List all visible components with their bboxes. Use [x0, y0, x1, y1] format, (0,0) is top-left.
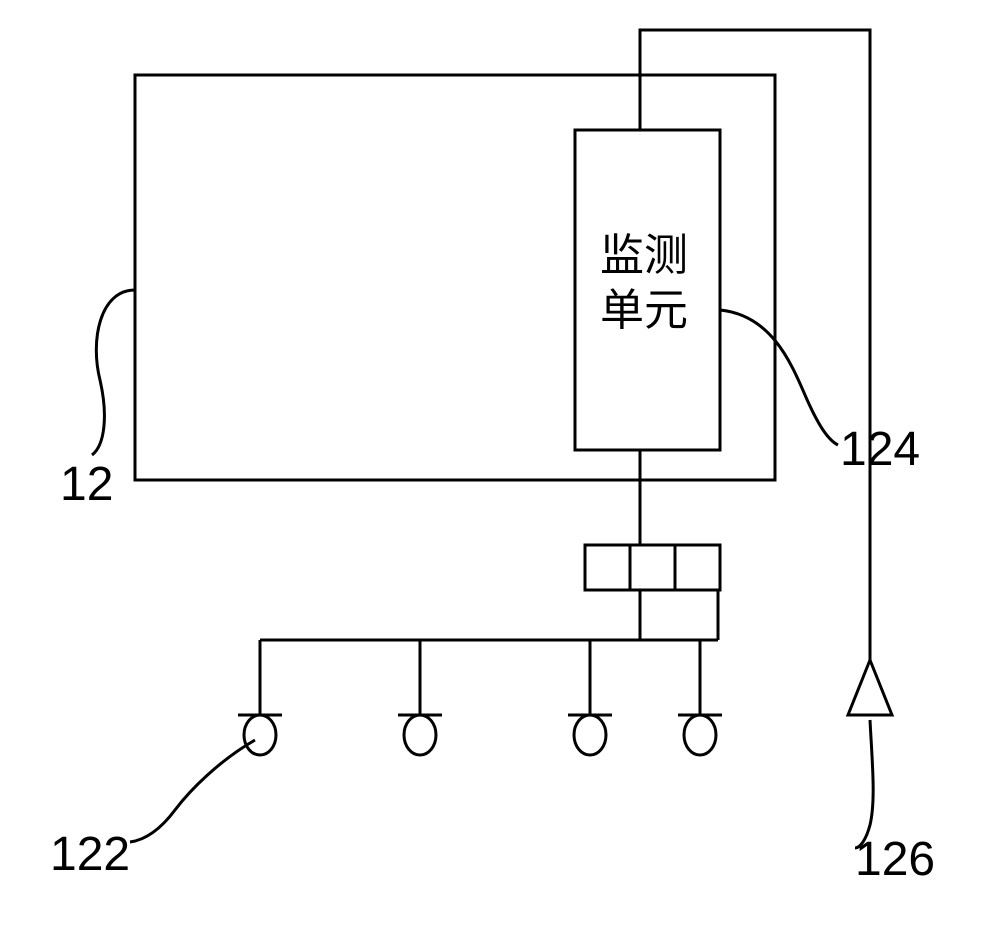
ref-label-122: 122 — [50, 828, 130, 881]
leader-126 — [855, 720, 873, 848]
monitoring-unit-label-line2: 单元 — [600, 286, 688, 335]
drop-1-bulb — [244, 715, 276, 755]
diagram-canvas: 监测 单元 12 124 122 126 — [0, 0, 1000, 925]
ref-label-124: 124 — [840, 423, 920, 476]
drop-3-bulb — [574, 715, 606, 755]
triangle-icon — [848, 660, 892, 715]
small-box-3 — [675, 545, 720, 590]
small-box-1 — [585, 545, 630, 590]
leader-124 — [720, 310, 838, 445]
ref-label-126: 126 — [855, 833, 935, 886]
drop-4-bulb — [684, 715, 716, 755]
small-box-2 — [630, 545, 675, 590]
drop-2-bulb — [404, 715, 436, 755]
monitoring-unit-label-line1: 监测 — [600, 231, 688, 280]
leader-12 — [92, 290, 135, 455]
leader-122 — [130, 740, 255, 842]
ref-label-12: 12 — [60, 458, 113, 511]
